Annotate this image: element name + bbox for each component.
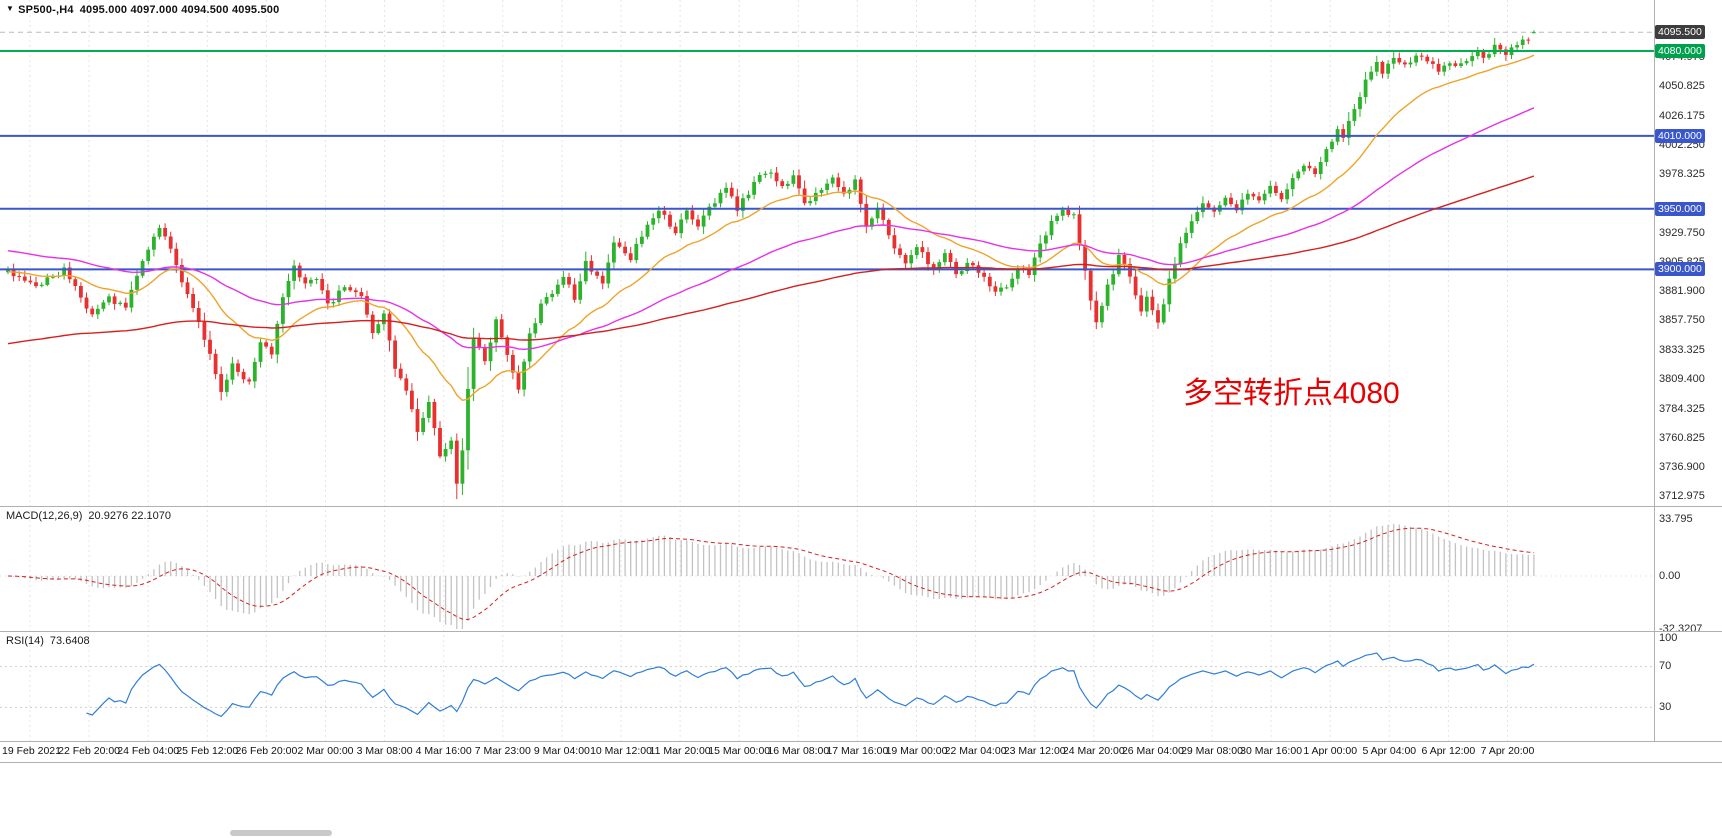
- trend-annotation[interactable]: 多空转折点4080: [1183, 377, 1400, 410]
- ma-layer: [7, 54, 1535, 402]
- price-tag: 4010.000: [1655, 128, 1705, 143]
- ohlc-quote: 4095.000 4097.000 4094.500 4095.500: [79, 4, 280, 16]
- time-label: 6 Apr 12:00: [1421, 745, 1476, 757]
- price-tick: 3881.900: [1659, 284, 1705, 297]
- macd-tick: -32.3207: [1659, 622, 1703, 632]
- time-label: 30 Mar 16:00: [1240, 745, 1303, 757]
- macd-tick: 33.795: [1659, 512, 1693, 525]
- symbol-marker-icon: ▼: [6, 4, 15, 13]
- time-label: 1 Apr 00:00: [1303, 745, 1358, 757]
- price-tick: 4050.825: [1659, 79, 1705, 92]
- price-tick: 3784.325: [1659, 403, 1705, 416]
- time-axis[interactable]: 19 Feb 2021 22 Feb 20:00 24 Feb 04:00 25 Fe…: [0, 742, 1722, 762]
- time-label: 17 Mar 16:00: [826, 745, 889, 757]
- time-label: 25 Feb 12:00: [176, 745, 239, 757]
- price-tick: 3833.325: [1659, 343, 1705, 356]
- rsi-layer: [0, 652, 1654, 718]
- rsi-tick: 30: [1659, 700, 1672, 713]
- rsi-title: RSI(14): [6, 635, 44, 647]
- rsi-axis[interactable]: 100 70 30: [1654, 631, 1722, 741]
- time-label: 24 Mar 20:00: [1062, 745, 1125, 757]
- quote-bar: ▼ SP500-,H4 4095.000 4097.000 4094.500 409…: [6, 4, 279, 16]
- panel-separator: [0, 506, 1722, 507]
- time-label: 11 Mar 20:00: [649, 745, 711, 757]
- rsi-tick: 100: [1659, 632, 1678, 644]
- symbol-timeframe-label: SP500-,H4: [18, 4, 74, 16]
- window-bottom-border: [0, 762, 1722, 763]
- time-label: 4 Mar 16:00: [415, 745, 472, 757]
- time-label: 9 Mar 04:00: [533, 745, 590, 757]
- price-tick: 3978.325: [1659, 167, 1705, 180]
- rsi-tick: 70: [1659, 660, 1672, 673]
- macd-axis[interactable]: 33.795 0.00 -32.3207: [1654, 506, 1722, 631]
- price-tag: 3950.000: [1655, 201, 1705, 216]
- price-tick: 3712.975: [1659, 489, 1705, 502]
- rsi-values: 73.6408: [49, 635, 90, 647]
- horizontal-scrollbar[interactable]: [230, 830, 332, 836]
- hlines-layer[interactable]: [0, 50, 1654, 271]
- panel-separator: [0, 741, 1722, 742]
- macd-tick: 0.00: [1659, 569, 1681, 582]
- candles-layer: [6, 30, 1536, 500]
- macd-layer: [0, 524, 1654, 629]
- price-tick: 3760.825: [1659, 431, 1705, 444]
- macd-values: 20.9276 22.1070: [88, 510, 172, 522]
- price-axis[interactable]: 4074.9754050.8254026.1754002.2503978.325…: [1654, 0, 1722, 506]
- macd-title: MACD(12,26,9): [6, 510, 83, 522]
- time-label: 10 Mar 12:00: [590, 745, 652, 757]
- price-tag: 4080.000: [1655, 43, 1705, 58]
- time-label: 29 Mar 08:00: [1181, 745, 1243, 757]
- time-label: 23 Mar 12:00: [1003, 745, 1066, 757]
- panel-separator: [0, 631, 1722, 632]
- price-tag: 3900.000: [1655, 262, 1705, 277]
- time-label: 26 Mar 04:00: [1121, 745, 1184, 757]
- price-tick: 3809.400: [1659, 372, 1705, 385]
- time-label: 22 Feb 20:00: [58, 745, 121, 757]
- price-tick: 3857.750: [1659, 314, 1705, 327]
- grid-layer: [29, 0, 1508, 741]
- time-label: 22 Mar 04:00: [944, 745, 1007, 757]
- time-label: 16 Mar 08:00: [767, 745, 830, 757]
- time-label: 19 Mar 00:00: [885, 745, 948, 757]
- time-label: 26 Feb 20:00: [235, 745, 298, 757]
- time-label: 3 Mar 08:00: [356, 745, 413, 757]
- price-tick: 3736.900: [1659, 460, 1705, 473]
- price-tick: 3929.750: [1659, 226, 1705, 239]
- time-label: 5 Apr 04:00: [1362, 745, 1417, 757]
- time-label: 2 Mar 00:00: [297, 745, 354, 757]
- time-label: 7 Mar 23:00: [474, 745, 531, 757]
- time-label: 7 Apr 20:00: [1480, 745, 1535, 757]
- time-label: 19 Feb 2021: [2, 745, 61, 757]
- macd-indicator-label: MACD(12,26,9) 20.9276 22.1070: [6, 510, 171, 522]
- chart-canvas[interactable]: [0, 0, 1654, 741]
- price-tag: 4095.500: [1655, 25, 1705, 40]
- time-label: 24 Feb 04:00: [117, 745, 180, 757]
- time-label: 15 Mar 00:00: [708, 745, 771, 757]
- rsi-indicator-label: RSI(14) 73.6408: [6, 635, 90, 647]
- price-tick: 4026.175: [1659, 109, 1705, 122]
